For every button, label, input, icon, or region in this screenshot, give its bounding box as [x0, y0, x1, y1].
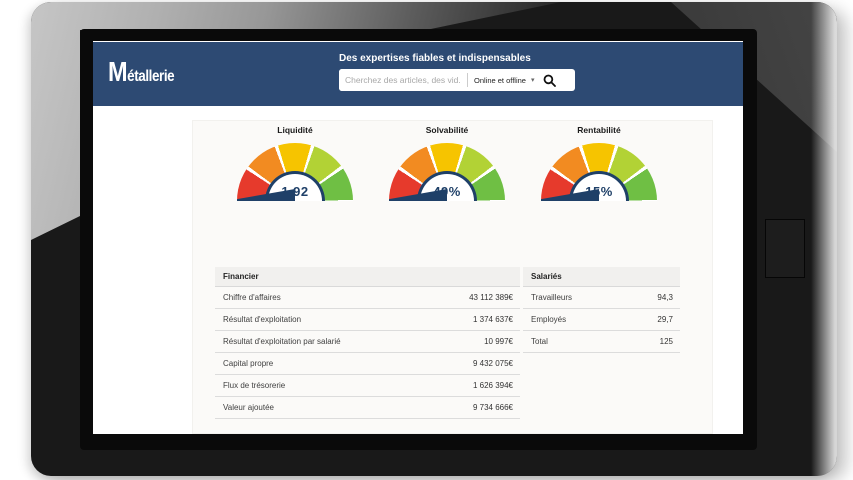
row-value: 125 — [659, 337, 673, 346]
search-icon — [543, 74, 556, 87]
row-label: Résultat d'exploitation — [223, 315, 302, 324]
table-header: Salariés — [523, 267, 680, 287]
header-center: Des expertises fiables et indispensables… — [339, 53, 575, 91]
tagline: Des expertises fiables et indispensables — [339, 53, 531, 64]
gauge-arc: 15% — [541, 143, 657, 201]
row-label: Capital propre — [223, 359, 274, 368]
search-bar: Online et offline ▾ — [339, 69, 575, 91]
table-salaries: Salariés Travailleurs 94,3 Employés 29,7… — [523, 267, 680, 353]
search-scope-value: Online et offline — [474, 75, 526, 85]
row-label: Total — [531, 337, 548, 346]
bezel-glare-right — [811, 2, 837, 476]
row-label: Employés — [531, 315, 567, 324]
table-row: Travailleurs 94,3 — [523, 287, 680, 309]
gauges-row: Liquidité 1,92 Solvabilité — [220, 125, 674, 201]
table-row: Total 125 — [523, 331, 680, 353]
header-bar: Métallerie Des expertises fiables et ind… — [93, 42, 743, 106]
row-label: Travailleurs — [531, 293, 573, 302]
bezel-cutout — [765, 219, 805, 278]
search-input[interactable] — [339, 69, 467, 91]
row-value: 1 374 637€ — [472, 315, 513, 324]
row-value: 9 432 075€ — [472, 359, 513, 368]
row-value: 10 997€ — [484, 337, 513, 346]
gauge-title: Rentabilité — [577, 125, 621, 135]
table-header: Financier — [215, 267, 520, 287]
row-value: 43 112 389€ — [469, 293, 513, 302]
row-value: 29,7 — [657, 315, 673, 324]
gauge-solvabilite: Solvabilité 49% — [372, 125, 522, 201]
logo-initial: M — [108, 56, 128, 87]
row-value: 1 626 394€ — [472, 381, 513, 390]
gauge-arc: 1,92 — [237, 143, 353, 201]
table-row: Valeur ajoutée 9 734 666€ — [215, 397, 520, 419]
chevron-down-icon: ▾ — [530, 77, 535, 84]
tablet-device: Métallerie Des expertises fiables et ind… — [31, 2, 837, 476]
row-label: Chiffre d'affaires — [223, 293, 281, 302]
search-scope-dropdown[interactable]: Online et offline ▾ — [467, 73, 539, 87]
table-row: Résultat d'exploitation 1 374 637€ — [215, 309, 520, 331]
table-row: Chiffre d'affaires 43 112 389€ — [215, 287, 520, 309]
logo[interactable]: Métallerie — [108, 56, 175, 87]
table-row: Résultat d'exploitation par salarié 10 9… — [215, 331, 520, 353]
logo-text: étallerie — [127, 68, 175, 85]
table-financier: Financier Chiffre d'affaires 43 112 389€… — [215, 267, 520, 419]
table-row: Capital propre 9 432 075€ — [215, 353, 520, 375]
row-label: Valeur ajoutée — [223, 403, 274, 412]
row-label: Résultat d'exploitation par salarié — [223, 337, 341, 346]
table-row: Flux de trésorerie 1 626 394€ — [215, 375, 520, 397]
row-value: 9 734 666€ — [472, 403, 513, 412]
screen: Métallerie Des expertises fiables et ind… — [93, 41, 743, 434]
table-row: Employés 29,7 — [523, 309, 680, 331]
gauge-liquidite: Liquidité 1,92 — [220, 125, 370, 201]
search-button[interactable] — [539, 74, 562, 87]
gauge-arc: 49% — [389, 143, 505, 201]
row-label: Flux de trésorerie — [223, 381, 286, 390]
row-value: 94,3 — [657, 293, 673, 302]
screen-frame: Métallerie Des expertises fiables et ind… — [80, 29, 757, 450]
gauge-title: Solvabilité — [425, 125, 469, 135]
gauge-rentabilite: Rentabilité 15% — [524, 125, 674, 201]
gauge-title: Liquidité — [277, 125, 313, 135]
